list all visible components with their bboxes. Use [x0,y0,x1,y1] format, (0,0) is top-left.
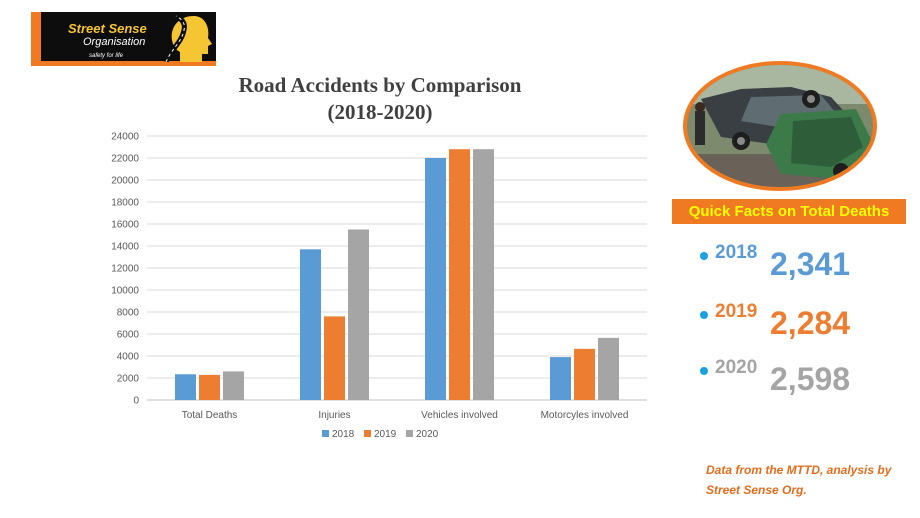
fact-year: 2019 [715,301,758,322]
source-note: Data from the MTTD, analysis by Street S… [706,463,892,497]
bar [598,337,619,400]
bar [324,316,345,400]
logo-accent-left [31,12,41,66]
quick-facts-title: Quick Facts on Total Deaths [672,199,906,224]
bar [550,357,571,400]
y-tick-label: 6000 [117,330,140,341]
bar [223,371,244,400]
accident-photo [683,61,877,191]
bar [473,149,494,400]
y-tick-label: 24000 [111,132,139,143]
y-tick-label: 8000 [117,308,140,319]
logo-accent-bottom [31,61,216,66]
fact-value: 2,598 [770,361,851,397]
y-tick-label: 0 [133,396,139,407]
y-tick-label: 10000 [111,286,139,297]
legend-label: 2019 [374,429,397,440]
logo-org: Organisation [83,36,146,48]
y-tick-label: 18000 [111,198,139,209]
legend-swatch [406,430,413,437]
logo-tagline: safety for life [89,53,124,59]
organisation-logo: Street Sense Organisation safety for lif… [31,12,216,66]
y-tick-label: 12000 [111,264,139,275]
bar [175,374,196,400]
bar [199,374,220,400]
y-tick-label: 22000 [111,154,139,165]
legend-label: 2020 [416,429,439,440]
bar-chart: 0 2000 4000 6000 8000 10000 12000 14000 16000 180… [111,132,647,440]
bullet-icon [700,252,708,260]
fact-year: 2020 [715,357,758,378]
bar [348,229,369,400]
legend-swatch [322,430,329,437]
bar [300,249,321,400]
fact-value: 2,341 [770,246,851,282]
y-tick-label: 2000 [117,374,140,385]
legend-swatch [364,430,371,437]
y-tick-label: 4000 [117,352,140,363]
x-category-label: Vehicles involved [421,410,498,421]
bullet-icon [700,367,708,375]
x-category-label: Motorcyles involved [541,410,629,421]
bullet-icon [700,311,708,319]
bar [425,158,446,400]
head-road-mark-icon [164,13,212,62]
x-category-label: Injuries [318,410,350,421]
chart-title: Road Accidents by Comparison (2018-2020) [238,73,522,124]
fact-value: 2,284 [770,305,851,341]
legend-label: 2018 [332,429,355,440]
fact-year: 2018 [715,242,758,263]
x-category-label: Total Deaths [182,410,238,421]
bar [574,348,595,400]
y-tick-label: 20000 [111,176,139,187]
y-tick-label: 14000 [111,242,139,253]
logo-name: Street Sense [68,21,147,36]
bar [449,149,470,400]
y-tick-label: 16000 [111,220,139,231]
